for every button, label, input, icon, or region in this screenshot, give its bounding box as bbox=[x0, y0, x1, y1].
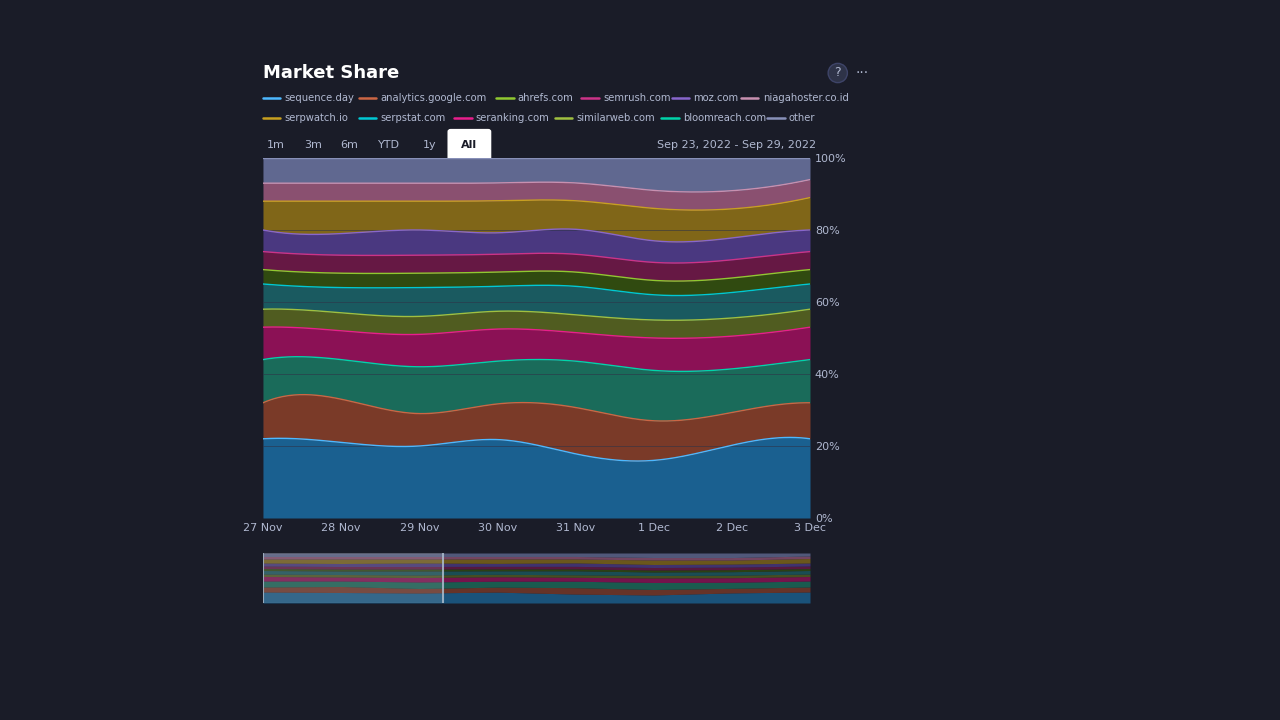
Text: other: other bbox=[788, 113, 815, 123]
Text: moz.com: moz.com bbox=[694, 93, 739, 103]
Text: All: All bbox=[461, 140, 477, 150]
FancyBboxPatch shape bbox=[448, 129, 492, 161]
Text: 6m: 6m bbox=[340, 140, 358, 150]
Text: ahrefs.com: ahrefs.com bbox=[518, 93, 573, 103]
Text: ···: ··· bbox=[856, 66, 869, 80]
Text: serpwatch.io: serpwatch.io bbox=[284, 113, 348, 123]
Text: similarweb.com: similarweb.com bbox=[577, 113, 655, 123]
Text: serpstat.com: serpstat.com bbox=[380, 113, 445, 123]
Text: semrush.com: semrush.com bbox=[603, 93, 671, 103]
Text: 1y: 1y bbox=[422, 140, 436, 150]
Text: 3m: 3m bbox=[303, 140, 321, 150]
Bar bbox=[262, 553, 443, 603]
Text: niagahoster.co.id: niagahoster.co.id bbox=[763, 93, 849, 103]
Text: Market Share: Market Share bbox=[262, 64, 399, 82]
Text: 1m: 1m bbox=[268, 140, 285, 150]
Text: Sep 23, 2022 - Sep 29, 2022: Sep 23, 2022 - Sep 29, 2022 bbox=[657, 140, 817, 150]
Text: bloomreach.com: bloomreach.com bbox=[682, 113, 765, 123]
Text: YTD: YTD bbox=[378, 140, 401, 150]
Text: analytics.google.com: analytics.google.com bbox=[380, 93, 486, 103]
Text: seranking.com: seranking.com bbox=[476, 113, 549, 123]
Text: sequence.day: sequence.day bbox=[284, 93, 355, 103]
Text: ?: ? bbox=[835, 66, 841, 79]
